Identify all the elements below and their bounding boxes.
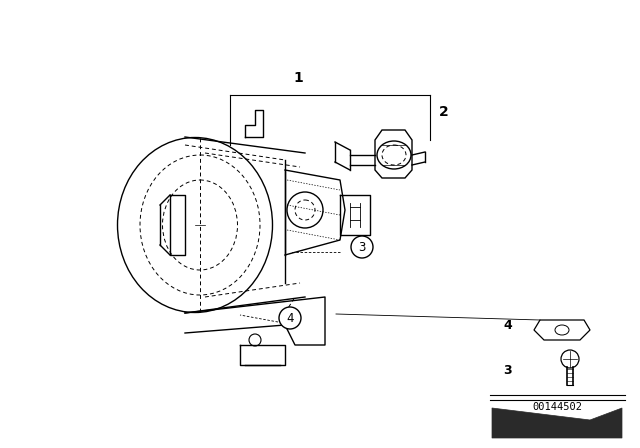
Circle shape [351,236,373,258]
Text: 3: 3 [504,363,512,376]
Circle shape [279,307,301,329]
Text: 00144502: 00144502 [532,402,582,412]
Text: 3: 3 [358,241,365,254]
Text: 1: 1 [293,71,303,85]
Polygon shape [492,408,622,438]
Text: 4: 4 [286,311,294,324]
Text: 4: 4 [504,319,513,332]
Text: 2: 2 [439,105,449,119]
